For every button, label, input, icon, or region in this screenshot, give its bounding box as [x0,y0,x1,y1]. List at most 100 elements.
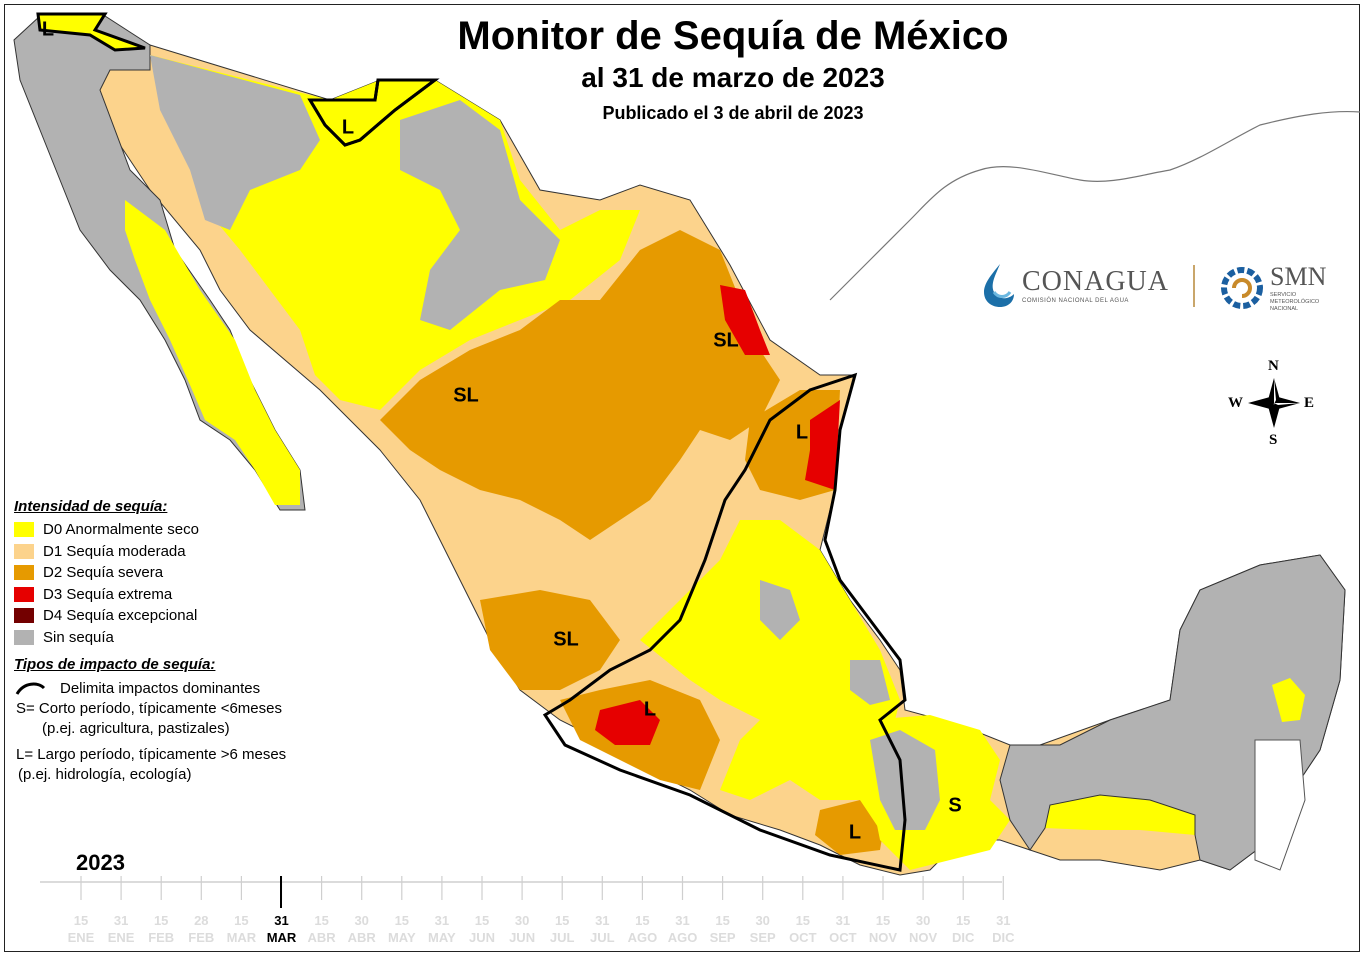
timeline-tick-label: 15 OCT [783,912,823,946]
legend-swatch [14,522,34,538]
tick-month: MAR [266,930,297,945]
d3-tamaulipas [805,400,840,490]
compass-w: W [1228,395,1243,411]
timeline-tick-label: 31 JUL [582,912,622,946]
tick-month: JUN [509,930,536,945]
tick-day: 15 [153,913,169,928]
impact-line-east [542,372,907,872]
compass-s: S [1269,432,1278,448]
impact-type-label: SL [453,384,479,407]
tick-day: 31 [113,913,129,928]
legend-item: D2 Sequía severa [14,562,344,584]
tick-day: 15 [875,913,891,928]
legend-swatch [14,543,34,559]
tick-month: NOV [909,930,938,945]
timeline-year: 2023 [76,850,125,875]
map-subtitle: al 31 de marzo de 2023 [581,62,885,93]
impact-type-label: L [643,698,657,721]
timeline-tick-label: 31 MAR [262,912,302,946]
timeline-tick-label: 15 ENE [61,912,101,946]
tick-month: MAR [226,930,257,945]
timeline-tick-label: 15 MAR [221,912,261,946]
tick-month: SEP [709,930,736,945]
baja-nw-d0 [36,12,146,52]
north-gray-2 [400,100,560,330]
tick-month: ENE [67,930,95,945]
legend-label: Sin sequía [43,628,114,646]
smn-sub: SERVICIO METEOROLÓGICO NACIONAL [1270,292,1320,312]
long-term-label: L= Largo período, típicamente >6 meses [16,746,287,763]
tick-day: 31 [835,913,851,928]
timeline-tick-label: 31 DIC [983,912,1023,946]
impact-type-label: SL [553,628,579,651]
legend-item: D4 Sequía excepcional [14,605,344,627]
tick-day: 31 [595,913,610,928]
legend-swatch [14,565,34,581]
conagua-sub: COMISIÓN NACIONAL DEL AGUA [1022,298,1129,304]
tick-day: 15 [314,913,329,928]
tick-month: NOV [868,930,898,945]
timeline-tick-label: 15 AGO [622,912,662,946]
d3-nl [720,285,770,355]
timeline-tick-label: 15 FEB [141,912,181,946]
map-frame [4,4,1360,952]
tick-month: ABR [347,930,376,945]
us-coastline [829,110,1361,301]
legend-impact-title: Tipos de impacto de sequía: [14,656,216,673]
tick-month: FEB [148,930,175,945]
timeline-tick-label: 15 SEP [703,912,743,946]
legend: Intensidad de sequía: D0 Anormalmente se… [14,498,344,785]
tick-day: 28 [194,913,209,928]
short-term-label: S= Corto período, típicamente <6meses [16,700,282,717]
conagua-drop-icon [984,264,1014,307]
legend-item: D3 Sequía extrema [14,584,344,606]
tick-month: OCT [789,930,817,945]
compass-rose [1248,378,1300,428]
d2-west [480,590,620,690]
timeline-tick-label: 15 NOV [863,912,903,946]
timeline-tick-label: 30 ABR [342,912,382,946]
tick-month: JUL [590,930,615,945]
smn-logo: SMN SERVICIO METEOROLÓGICO NACIONAL [1218,262,1340,313]
tick-day: 15 [795,913,811,928]
d0-tabasco-strip [1045,795,1195,835]
publication-date: Publicado el 3 de abril de 2023 [602,103,864,123]
tick-month: ENE [107,930,135,945]
d0-central [640,520,900,830]
tick-day: 31 [434,913,450,928]
timeline-tick-label: 15 DIC [943,912,983,946]
gray-central [760,580,800,640]
impact-line-icon [15,682,46,695]
timeline-tick-label: 15 ABR [302,912,342,946]
impact-line-label: Delimita impactos dominantes [60,680,261,697]
logo-divider [1193,265,1195,307]
impact-type-label: L [848,821,862,844]
tick-day: 30 [915,913,931,928]
map-title: Monitor de Sequía de México [457,14,1009,58]
tick-month: AGO [627,930,658,945]
d3-michoacan [595,700,660,745]
d0-yucatan-spot-top [1272,678,1305,722]
legend-item: Sin sequía [14,627,344,649]
timeline-tick-label: 31 OCT [823,912,863,946]
tick-month: JUL [549,930,575,945]
compass-e: E [1304,395,1315,411]
impact-type-label: L [41,18,55,41]
tick-day: 15 [234,913,249,928]
tick-month: JUN [468,930,495,945]
timeline-tick-label: 30 JUN [502,912,542,946]
timeline-ruler [40,876,1004,908]
legend-swatch [14,608,34,624]
timeline-tick-label: 30 NOV [903,912,943,946]
legend-label: D1 Sequía moderada [43,542,186,560]
impact-type-label: S [948,794,962,817]
legend-item: D1 Sequía moderada [14,541,344,563]
smn-name: SMN [1270,262,1327,291]
gray-puebla [850,660,890,705]
legend-swatch [14,629,34,645]
legend-item: D0 Anormalmente seco [14,519,344,541]
tick-month: FEB [188,930,215,945]
timeline-tick-label: 15 JUL [542,912,582,946]
tick-day: 15 [635,913,650,928]
